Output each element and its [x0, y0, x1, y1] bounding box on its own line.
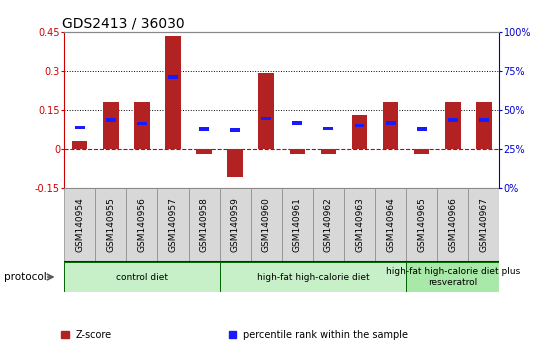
- Bar: [72, 141, 88, 149]
- Text: GSM140956: GSM140956: [137, 197, 146, 252]
- Bar: [137, 122, 147, 125]
- Bar: [414, 149, 430, 154]
- Text: protocol: protocol: [4, 272, 47, 282]
- Bar: [479, 118, 489, 121]
- Text: GSM140965: GSM140965: [417, 197, 426, 252]
- Bar: [321, 149, 336, 154]
- Text: GSM140966: GSM140966: [448, 197, 457, 252]
- Bar: [406, 188, 437, 262]
- Bar: [220, 188, 251, 262]
- Bar: [406, 262, 499, 292]
- Bar: [375, 188, 406, 262]
- Text: control diet: control diet: [116, 273, 168, 281]
- Bar: [258, 73, 274, 149]
- Bar: [261, 116, 271, 120]
- Text: GSM140955: GSM140955: [107, 197, 116, 252]
- Bar: [354, 124, 364, 127]
- Text: Z-score: Z-score: [75, 330, 112, 339]
- Text: GSM140957: GSM140957: [169, 197, 177, 252]
- Text: GSM140960: GSM140960: [262, 197, 271, 252]
- Bar: [199, 127, 209, 131]
- Bar: [344, 188, 375, 262]
- Bar: [95, 188, 126, 262]
- Bar: [157, 188, 189, 262]
- Text: GSM140954: GSM140954: [75, 198, 84, 252]
- Bar: [126, 188, 157, 262]
- Bar: [292, 121, 302, 125]
- Bar: [386, 121, 396, 125]
- Bar: [324, 127, 333, 130]
- Bar: [417, 127, 427, 131]
- Bar: [64, 188, 95, 262]
- Bar: [64, 262, 220, 292]
- Bar: [476, 102, 492, 149]
- Bar: [468, 188, 499, 262]
- Bar: [196, 149, 212, 154]
- Bar: [352, 115, 367, 149]
- Text: percentile rank within the sample: percentile rank within the sample: [243, 330, 408, 339]
- Bar: [445, 102, 460, 149]
- Bar: [165, 36, 181, 149]
- Bar: [228, 149, 243, 177]
- Bar: [106, 118, 116, 121]
- Text: GSM140961: GSM140961: [293, 197, 302, 252]
- Bar: [437, 188, 468, 262]
- Bar: [313, 188, 344, 262]
- Bar: [189, 188, 220, 262]
- Bar: [290, 149, 305, 154]
- Bar: [75, 126, 85, 129]
- Bar: [282, 188, 313, 262]
- Bar: [103, 102, 119, 149]
- Bar: [448, 118, 458, 121]
- Bar: [168, 75, 178, 79]
- Bar: [383, 102, 398, 149]
- Text: GSM140959: GSM140959: [230, 197, 239, 252]
- Text: GSM140958: GSM140958: [200, 197, 209, 252]
- Text: high-fat high-calorie diet: high-fat high-calorie diet: [257, 273, 369, 281]
- Text: GDS2413 / 36030: GDS2413 / 36030: [62, 17, 185, 31]
- Text: GSM140963: GSM140963: [355, 197, 364, 252]
- Bar: [230, 128, 240, 132]
- Bar: [220, 262, 406, 292]
- Text: high-fat high-calorie diet plus
resveratrol: high-fat high-calorie diet plus resverat…: [386, 267, 520, 287]
- Text: GSM140964: GSM140964: [386, 198, 395, 252]
- Bar: [251, 188, 282, 262]
- Text: GSM140967: GSM140967: [479, 197, 488, 252]
- Text: GSM140962: GSM140962: [324, 198, 333, 252]
- Bar: [134, 102, 150, 149]
